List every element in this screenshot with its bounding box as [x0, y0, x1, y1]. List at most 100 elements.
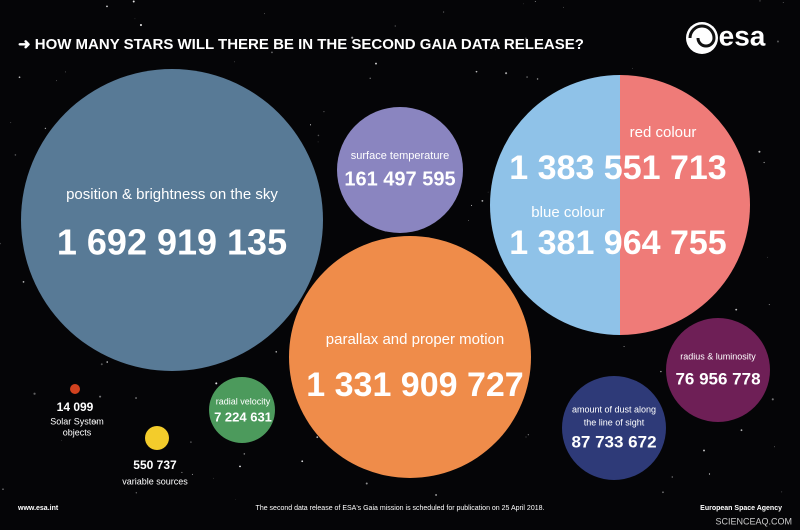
- bubble-label: blue colour: [531, 204, 604, 221]
- star: [213, 477, 214, 479]
- star: [323, 110, 325, 113]
- star: [671, 476, 673, 478]
- bubble-label: radius & luminosity: [680, 351, 756, 361]
- star: [271, 51, 273, 54]
- star: [523, 3, 524, 5]
- star: [781, 491, 783, 493]
- star: [135, 397, 137, 399]
- star: [662, 491, 664, 494]
- star: [527, 434, 529, 436]
- star: [0, 242, 1, 245]
- bubble: [145, 426, 169, 450]
- star: [526, 76, 528, 78]
- title: ➜ HOW MANY STARS WILL THERE BE IN THE SE…: [18, 36, 584, 53]
- star: [264, 13, 265, 15]
- star: [536, 78, 539, 80]
- star: [301, 460, 304, 463]
- star: [777, 40, 779, 43]
- star: [495, 49, 497, 51]
- star: [14, 154, 17, 156]
- star: [534, 0, 536, 2]
- bubble: [289, 236, 531, 478]
- footer-note: The second data release of ESA's Gaia mi…: [256, 505, 545, 512]
- star: [190, 441, 192, 443]
- star: [132, 0, 135, 3]
- bubble-value: 76 956 778: [675, 369, 760, 388]
- bubble-value: 1 331 909 727: [306, 366, 523, 404]
- bubble-label: position & brightness on the sky: [66, 186, 278, 203]
- star: [233, 61, 235, 63]
- star: [61, 440, 63, 441]
- star: [471, 204, 473, 206]
- star: [56, 80, 57, 82]
- bubble-label: radial velocity: [216, 396, 271, 406]
- star: [181, 471, 183, 474]
- star: [759, 0, 761, 2]
- star: [243, 453, 246, 455]
- agency: European Space Agency: [700, 505, 782, 512]
- website: www.esa.int: [17, 505, 59, 512]
- star: [487, 191, 489, 193]
- star: [365, 482, 368, 485]
- star: [309, 124, 312, 126]
- bubble-value: 7 224 631: [214, 409, 272, 424]
- star: [505, 72, 508, 75]
- star: [215, 382, 218, 385]
- star: [64, 71, 66, 73]
- star: [100, 363, 103, 366]
- watermark: SCIENCEAQ.COM: [715, 516, 792, 526]
- esa-logo: esa: [686, 20, 766, 54]
- bubble-value: 87 733 672: [571, 432, 656, 451]
- star: [632, 67, 633, 69]
- star: [481, 199, 484, 202]
- star: [443, 11, 445, 13]
- star: [2, 488, 4, 491]
- star: [525, 37, 527, 39]
- star: [735, 308, 738, 311]
- star: [18, 76, 21, 79]
- star: [768, 304, 770, 306]
- star: [303, 44, 305, 46]
- star: [106, 5, 108, 8]
- star: [782, 2, 784, 3]
- bubble-label: surface temperature: [351, 150, 449, 162]
- bubble-value: 1 381 964 755: [509, 224, 726, 262]
- star: [369, 77, 371, 79]
- bubble: [562, 376, 666, 480]
- star: [316, 436, 319, 439]
- star: [767, 256, 768, 258]
- star: [44, 127, 47, 130]
- bubble-value: 550 737: [133, 458, 177, 472]
- bubble-label: amount of dust along: [572, 404, 656, 414]
- star: [106, 361, 108, 363]
- star: [771, 398, 774, 401]
- star: [435, 494, 437, 496]
- star: [191, 473, 193, 475]
- star: [394, 25, 396, 27]
- star: [758, 150, 761, 153]
- bubble: [337, 107, 463, 233]
- star: [317, 141, 319, 143]
- bubble: [70, 384, 80, 394]
- bubble-label: Solar System: [50, 416, 104, 426]
- bubble-value: 14 099: [57, 400, 94, 414]
- bubble-half: [620, 75, 750, 335]
- bubble-value: 1 692 919 135: [57, 222, 287, 263]
- logo-text: esa: [719, 20, 766, 51]
- bubble: [21, 69, 323, 371]
- bubble-label: red colour: [630, 124, 697, 141]
- star: [563, 6, 565, 8]
- star: [660, 370, 662, 373]
- star: [351, 36, 354, 39]
- star: [525, 436, 527, 438]
- bubble: [209, 377, 275, 443]
- star: [498, 42, 500, 44]
- star: [139, 23, 143, 27]
- star: [135, 492, 137, 494]
- star: [99, 395, 102, 398]
- bubble: [666, 318, 770, 422]
- star: [10, 122, 12, 124]
- bubble-label: objects: [63, 427, 92, 437]
- star: [763, 161, 765, 164]
